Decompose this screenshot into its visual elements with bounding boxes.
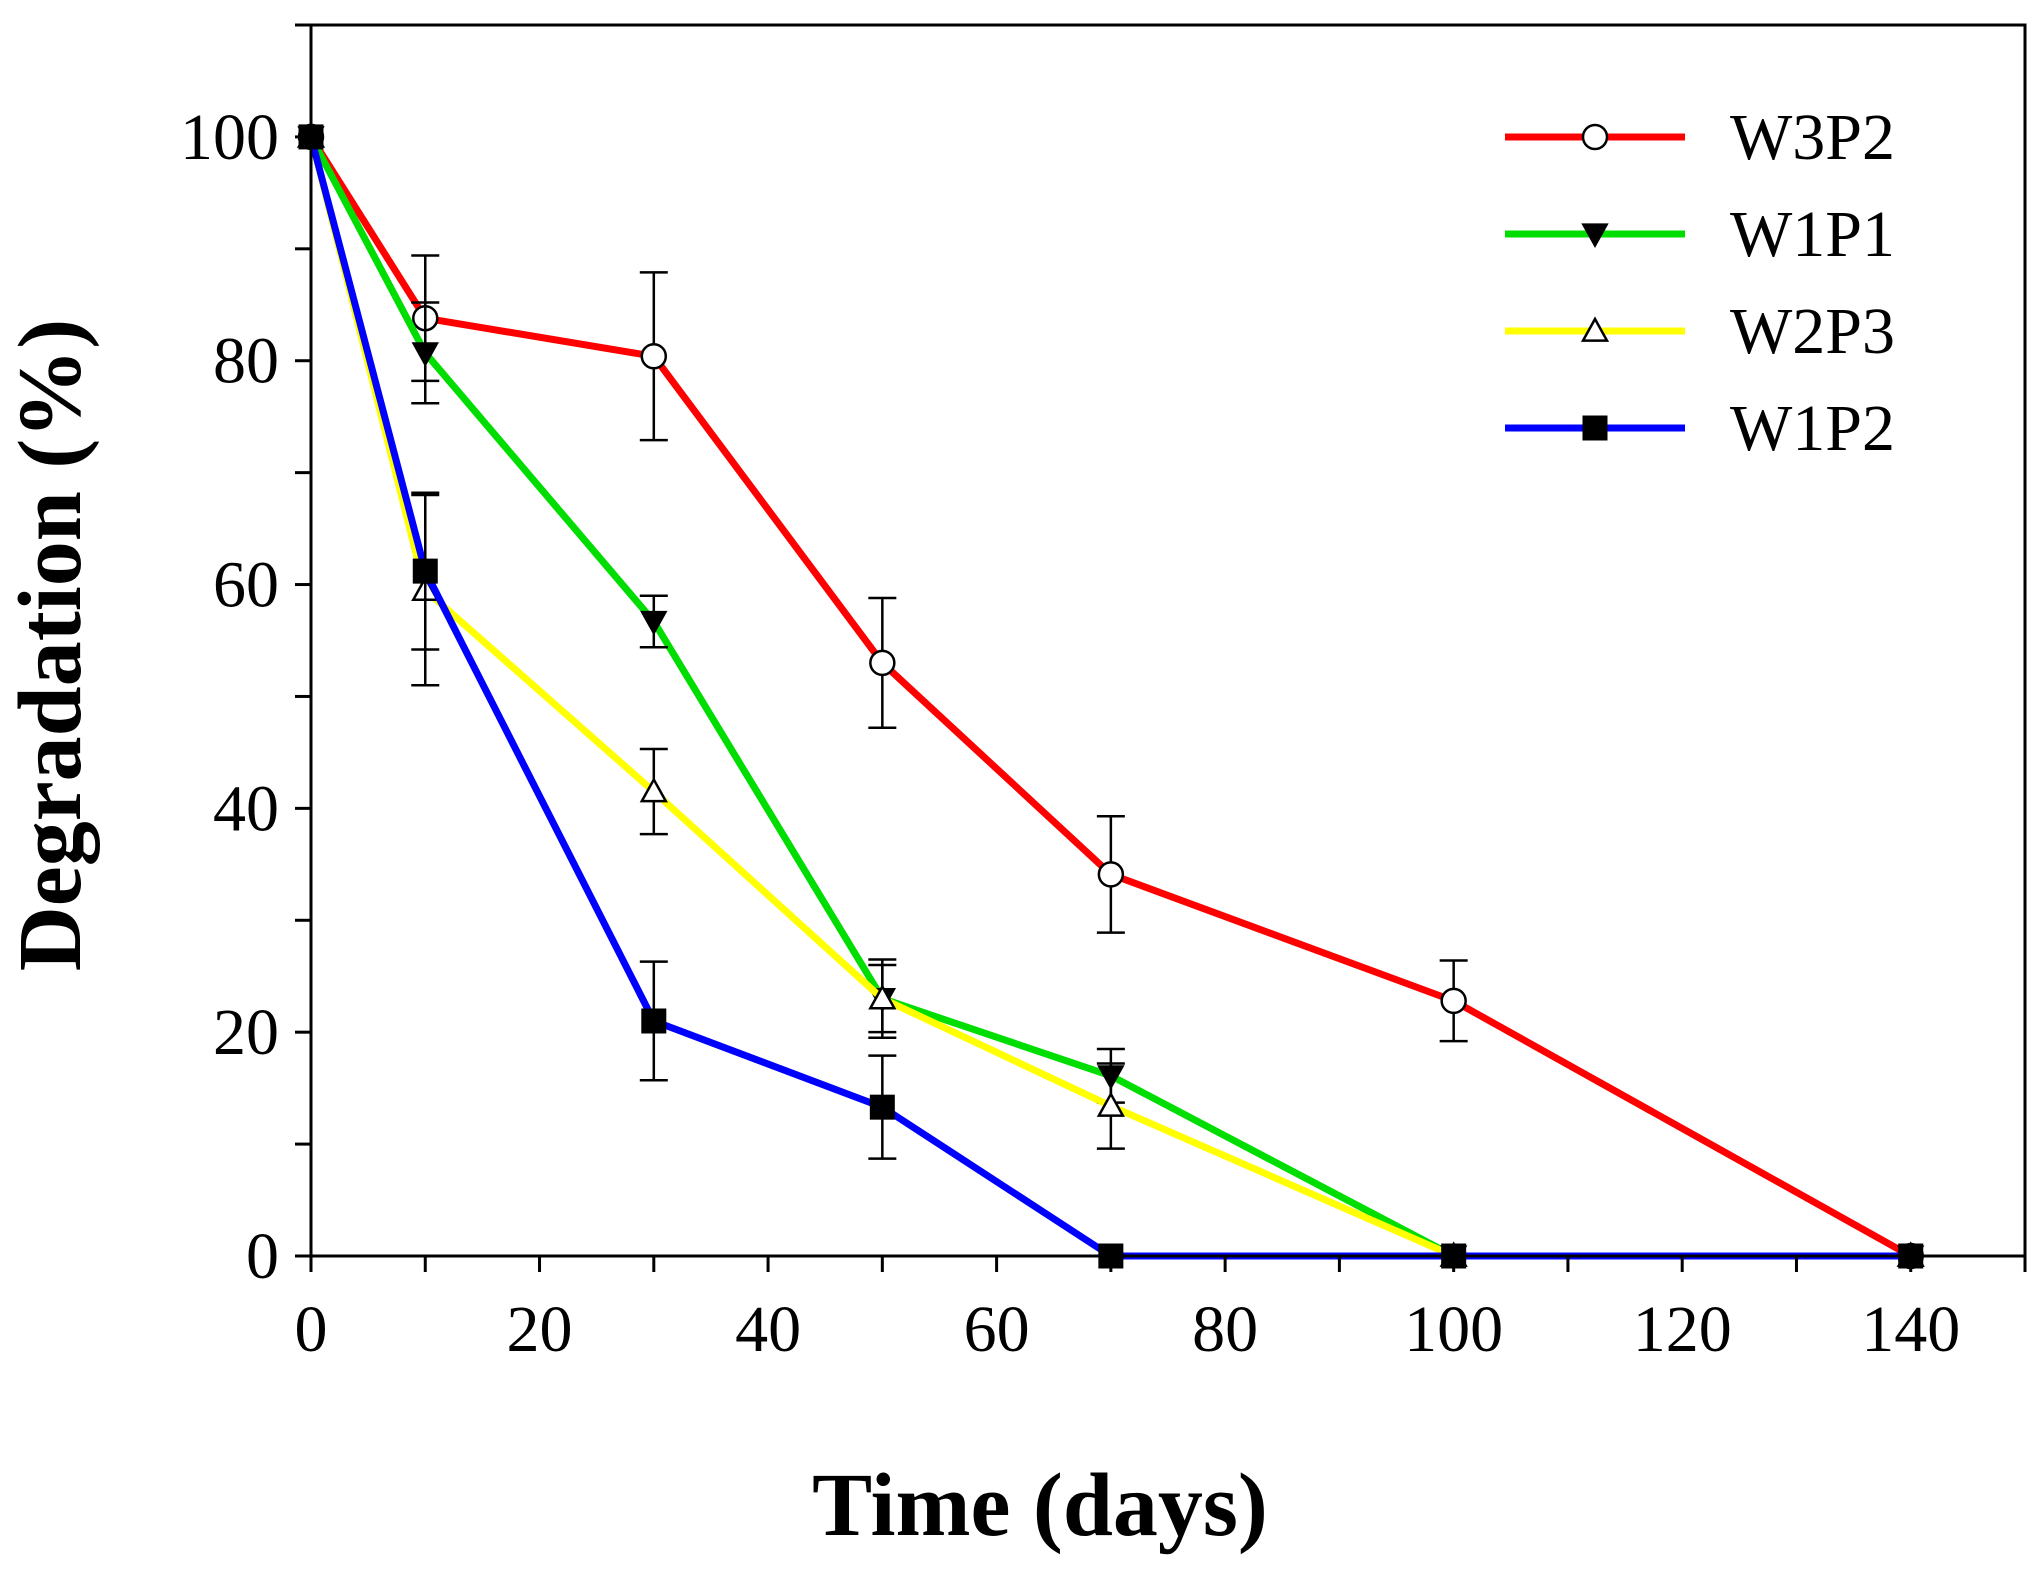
x-tick-label: 20 — [507, 1293, 573, 1366]
data-point-w1p1 — [640, 610, 668, 636]
y-tick-label: 40 — [213, 772, 279, 845]
legend-marker-w1p2 — [1582, 415, 1608, 441]
x-tick-label: 100 — [1404, 1293, 1503, 1366]
data-point-w3p2 — [1440, 987, 1467, 1015]
x-tick-label: 140 — [1861, 1293, 1960, 1366]
y-tick-label: 60 — [213, 549, 279, 622]
legend-label-w3p2: W3P2 — [1730, 101, 1895, 174]
data-point-w2p3 — [639, 777, 668, 803]
x-tick-label: 0 — [295, 1293, 328, 1366]
x-axis-title: Time (days) — [812, 1456, 1268, 1555]
legend-entry-w2p3: W2P3 — [1505, 295, 1895, 368]
data-point-w1p2 — [869, 1094, 895, 1120]
data-point-w3p2 — [869, 649, 896, 677]
legend-label-w1p2: W1P2 — [1730, 392, 1895, 465]
x-tick-label: 80 — [1192, 1293, 1258, 1366]
series-w2p3 — [296, 122, 1925, 1267]
y-tick-label: 100 — [180, 101, 279, 174]
plot-frame — [309, 23, 2027, 1258]
x-tick-label: 120 — [1633, 1293, 1732, 1366]
legend-entry-w1p1: W1P1 — [1505, 198, 1895, 271]
y-axis-title: Degradation (%) — [1, 319, 100, 971]
data-point-w3p2 — [640, 343, 668, 370]
data-point-w1p1 — [411, 342, 439, 367]
y-tick-label: 80 — [213, 325, 279, 398]
legend-entry-w1p2: W1P2 — [1505, 392, 1895, 465]
legend-marker-w2p3 — [1580, 316, 1610, 342]
x-tick-label: 40 — [735, 1293, 801, 1366]
legend-marker-w1p1 — [1581, 223, 1609, 249]
x-tick-label: 60 — [964, 1293, 1030, 1366]
y-tick-label: 0 — [246, 1220, 279, 1293]
legend-marker-w3p2 — [1581, 123, 1609, 151]
legend-label-w2p3: W2P3 — [1730, 295, 1895, 368]
legend-entry-w3p2: W3P2 — [1505, 101, 1895, 174]
data-point-w2p3 — [1096, 1091, 1125, 1117]
y-tick-label: 20 — [213, 996, 279, 1069]
data-point-w1p2 — [412, 558, 438, 584]
data-point-w2p3 — [868, 984, 897, 1010]
legend-label-w1p1: W1P1 — [1730, 198, 1895, 271]
data-point-w1p2 — [641, 1008, 667, 1034]
data-point-w3p2 — [1097, 861, 1125, 888]
